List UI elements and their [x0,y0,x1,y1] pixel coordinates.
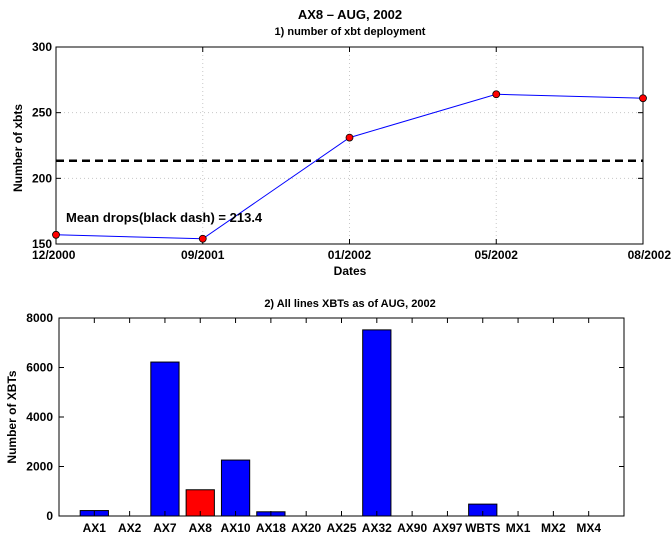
chart1-grid [56,47,643,244]
chart2-y-ticks: 0 2000 4000 6000 8000 [26,311,624,523]
chart2-title: 2) All lines XBTs as of AUG, 2002 [264,298,435,310]
bar-chart: 2) All lines XBTs as of AUG, 2002 0 2000 4… [5,298,625,535]
chart2-y-axis-label: Number of XBTs [5,370,19,463]
y-tick-label: 300 [32,40,52,54]
data-point [52,230,60,239]
y-tick-label: 2000 [26,460,53,474]
x-tick-label: AX25 [326,521,356,535]
data-point [639,94,647,103]
x-tick-label: 01/2002 [328,248,372,262]
x-tick-label: 09/2001 [181,248,225,262]
chart1-x-axis-label: Dates [334,264,367,278]
x-tick-label: AX20 [291,521,321,535]
line-chart: AX8 – AUG, 2002 1) number of xbt deploym… [11,7,671,278]
x-tick-label: 05/2002 [475,248,519,262]
y-tick-label: 6000 [26,361,53,375]
bar-ax32 [362,329,392,517]
x-tick-label: 08/2002 [628,248,672,262]
mean-annotation: Mean drops(black dash) = 213.4 [66,210,263,225]
x-tick-label: AX18 [256,521,286,535]
x-tick-label: AX97 [432,521,462,535]
x-tick-label: AX8 [189,521,213,535]
y-tick-label: 200 [32,171,52,185]
x-tick-label: MX1 [506,521,531,535]
chart1-title: AX8 – AUG, 2002 [298,7,402,22]
x-tick-label: MX2 [541,521,566,535]
chart2-x-ticks: AX1 AX2 AX7 AX8 AX10 AX18 AX20 AX25 AX32 AX90 AX97… [83,318,601,535]
bar-ax10 [220,459,251,517]
x-tick-label: AX2 [118,521,142,535]
chart2-bars [79,329,498,517]
y-tick-label: 250 [32,106,52,120]
chart1-y-ticks: 150 200 250 300 [32,40,643,251]
x-tick-label: WBTS [465,521,500,535]
x-tick-label: AX7 [153,521,177,535]
series-points [52,90,647,243]
x-tick-label: AX90 [397,521,427,535]
x-tick-label: AX32 [362,521,392,535]
chart1-subtitle: 1) number of xbt deployment [275,26,426,38]
data-point [198,234,207,243]
y-tick-label: 0 [46,509,53,523]
x-tick-label: MX4 [576,521,601,535]
data-point [345,133,354,142]
x-tick-label: AX10 [221,521,251,535]
y-tick-label: 4000 [26,410,53,424]
x-tick-label: 12/2000 [32,248,76,262]
bar-ax7 [150,361,180,517]
y-tick-label: 8000 [26,311,53,325]
x-tick-label: AX1 [83,521,107,535]
chart1-y-axis-label: Number of xbts [11,104,25,192]
data-point [492,90,501,99]
chart1-x-ticks: 12/2000 09/2001 01/2002 05/2002 08/2002 [32,47,671,262]
y-tick-label: 150 [32,237,52,251]
